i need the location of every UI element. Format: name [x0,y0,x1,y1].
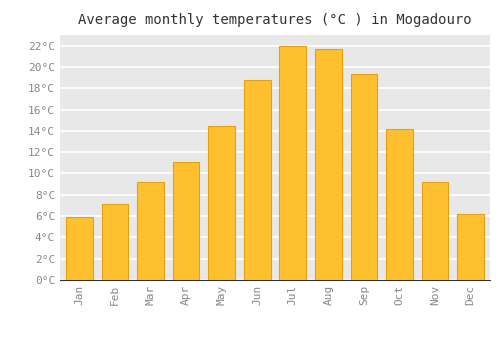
Bar [244,80,270,280]
Bar [315,49,342,280]
Bar [422,182,448,280]
Bar [457,214,484,280]
Bar [350,75,377,280]
Bar [102,204,128,280]
Bar [66,217,93,280]
Bar [138,182,164,280]
Title: Average monthly temperatures (°C ) in Mogadouro: Average monthly temperatures (°C ) in Mo… [78,13,472,27]
Bar [280,46,306,280]
Bar [173,162,200,280]
Bar [386,129,412,280]
Bar [208,126,235,280]
